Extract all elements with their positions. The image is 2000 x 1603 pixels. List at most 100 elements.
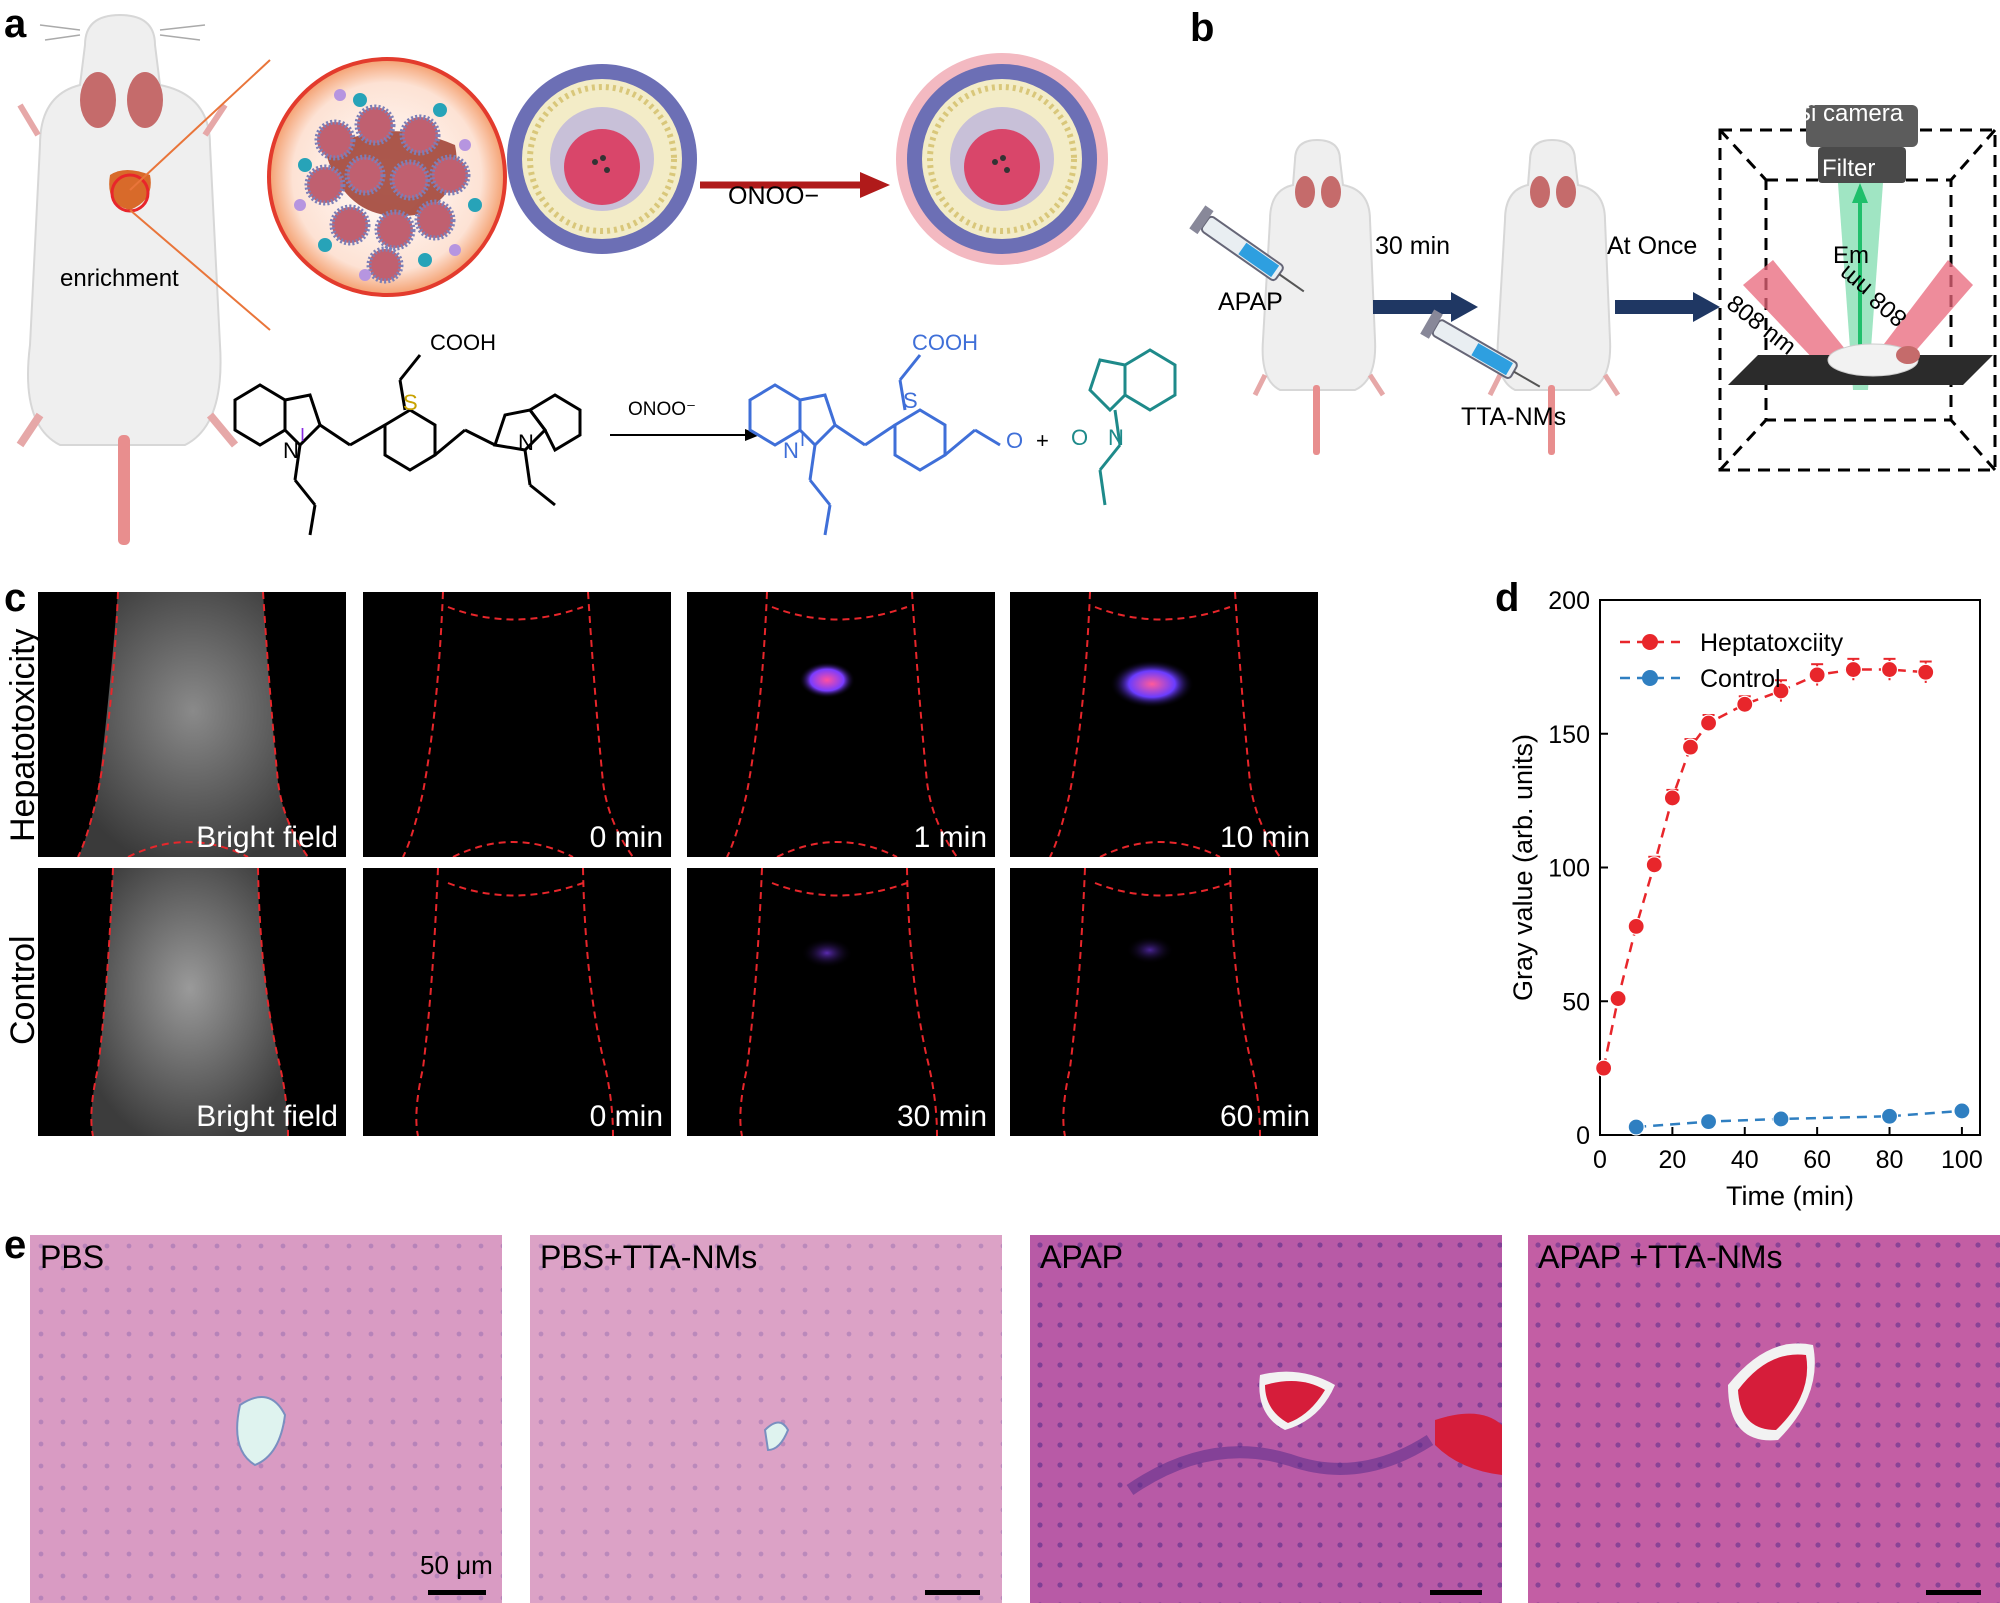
y-tick-label: 150	[1548, 721, 1590, 749]
he-tile-apap-tta: APAP +TTA-NMs	[1528, 1235, 2000, 1603]
imaging-setup-box	[1718, 105, 1997, 472]
tile-control-60min: 60 min	[1010, 868, 1318, 1136]
syringe-1	[1189, 205, 1305, 293]
syringe-2	[1420, 309, 1541, 388]
gray-value-chart: 0 50 100 150 200 0 20 40 60 80 100 Time (min) Gray v…	[1508, 587, 1983, 1211]
x-tick-label: 20	[1658, 1146, 1686, 1174]
chem-small-product-structure	[1088, 348, 1177, 506]
data-point	[1844, 660, 1862, 679]
x-axis-label: Time (min)	[1726, 1181, 1854, 1211]
data-point	[1772, 1110, 1790, 1128]
apap-label: APAP	[1218, 288, 1283, 316]
data-point	[1627, 1118, 1645, 1136]
arrow-at-once	[1615, 292, 1720, 322]
sulfur-right: S	[903, 388, 918, 413]
plus-sign: +	[1036, 428, 1049, 453]
tile-caption: 10 min	[1219, 821, 1310, 854]
tile-caption: Bright field	[196, 821, 338, 854]
tile-control-0min: 0 min	[363, 868, 671, 1136]
onoo-reaction-arrow	[700, 172, 890, 198]
data-point	[1663, 789, 1681, 807]
enrichment-label: enrichment	[60, 265, 179, 292]
scale-bar	[925, 1590, 980, 1595]
iodide-product: I	[800, 430, 806, 450]
mouse-illustration-a	[16, 13, 239, 545]
scale-bar	[1430, 1590, 1482, 1595]
data-point	[1609, 989, 1627, 1008]
panel-b-letter: b	[1190, 6, 1215, 50]
mouse-illustration-b1	[1252, 138, 1386, 455]
x-tick-label: 0	[1593, 1146, 1607, 1174]
filter-label: Filter	[1822, 155, 1876, 182]
nitrogen-left: N	[283, 438, 299, 463]
chem-reaction-arrow	[610, 429, 760, 441]
legend-marker	[1642, 670, 1658, 686]
legend-label: Control	[1700, 665, 1781, 693]
micelle-before	[507, 64, 697, 254]
cooh-left: COOH	[430, 330, 496, 355]
y-axis-label: Gray value (arb. units)	[1508, 734, 1538, 1001]
he-label: PBS+TTA-NMs	[540, 1239, 758, 1275]
scale-bar	[428, 1590, 486, 1595]
series-line-1	[1636, 1109, 1962, 1129]
panel-d-letter: d	[1495, 576, 1520, 620]
data-point	[1880, 660, 1899, 679]
sulfur-left: S	[403, 390, 418, 415]
tile-caption: Bright field	[196, 1100, 338, 1133]
data-point	[1880, 1107, 1899, 1125]
step2-label: At Once	[1607, 232, 1698, 260]
cooh-right: COOH	[912, 330, 978, 355]
micelle-after	[896, 53, 1108, 265]
he-tile-pbs-tta: PBS+TTA-NMs	[530, 1235, 1002, 1603]
iodide-left: I	[300, 425, 306, 445]
data-point	[1772, 682, 1790, 700]
mouse-illustration-b2	[1487, 138, 1621, 455]
tile-caption: 1 min	[913, 821, 987, 854]
x-tick-label: 100	[1941, 1146, 1983, 1174]
legend-label: Heptatoxciity	[1700, 629, 1844, 657]
tile-control-30min: 30 min	[687, 868, 995, 1136]
panel-a-letter: a	[4, 2, 27, 46]
data-point	[1699, 1113, 1718, 1131]
tta-label: TTA-NMs	[1461, 403, 1567, 431]
tile-hepato-1min: 1 min	[687, 592, 995, 857]
tile-caption: 60 min	[1219, 1100, 1310, 1133]
he-tile-apap: APAP	[1030, 1235, 1502, 1603]
tile-hepato-brightfield: Bright field	[38, 592, 346, 857]
tile-control-brightfield: Bright field	[38, 868, 346, 1136]
small-nitrogen: N	[1108, 425, 1124, 450]
si-camera-label: Si camera	[1795, 100, 1904, 127]
he-tile-pbs: PBS 50 μm	[30, 1235, 502, 1603]
data-point	[1808, 666, 1826, 684]
data-point	[1681, 738, 1700, 756]
chem-product-side-chain	[898, 354, 922, 411]
x-tick-label: 40	[1731, 1146, 1759, 1174]
liver-zoom-circle	[267, 57, 507, 297]
data-point	[1953, 1102, 1971, 1120]
x-tick-label: 60	[1803, 1146, 1831, 1174]
he-label: APAP +TTA-NMs	[1538, 1239, 1783, 1275]
nitrogen-right: N	[518, 430, 534, 455]
data-point	[1736, 695, 1754, 713]
chem-product-structure	[748, 383, 1001, 536]
chem-onoo-label: ONOO⁻	[628, 399, 697, 420]
chem-reactant-side-chain	[398, 354, 422, 411]
aldehyde-oxygen: O	[1006, 428, 1024, 453]
onoo-arrow-label: ONOO−	[728, 182, 819, 210]
chem-reactant-structure	[233, 383, 582, 536]
tile-hepato-0min: 0 min	[363, 592, 671, 857]
data-point	[1627, 917, 1645, 935]
scale-bar	[1926, 1590, 1981, 1595]
y-tick-label: 0	[1576, 1122, 1590, 1150]
tile-caption: 30 min	[896, 1100, 987, 1133]
data-point	[1645, 856, 1663, 874]
x-tick-label: 80	[1876, 1146, 1904, 1174]
data-point	[1595, 1059, 1613, 1077]
panel-c-letter: c	[4, 576, 27, 620]
data-point	[1917, 663, 1935, 681]
em-label: Em	[1833, 242, 1869, 269]
tile-caption: 0 min	[589, 821, 663, 854]
tile-hepato-10min: 10 min	[1010, 592, 1318, 857]
arrow-30min	[1373, 292, 1478, 322]
y-tick-label: 100	[1548, 855, 1590, 883]
